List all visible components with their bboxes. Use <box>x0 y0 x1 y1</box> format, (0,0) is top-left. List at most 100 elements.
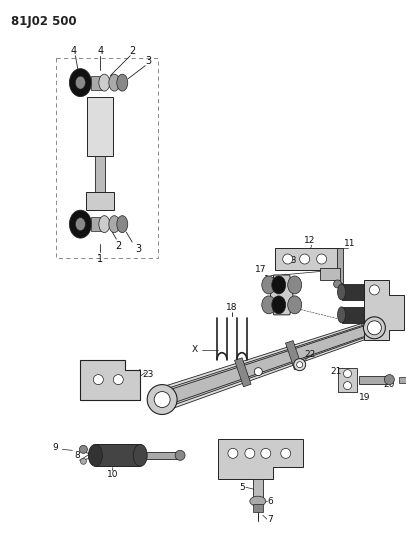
Bar <box>88 96 113 156</box>
Bar <box>55 58 158 258</box>
Circle shape <box>93 375 103 385</box>
Circle shape <box>384 375 394 385</box>
Text: 2: 2 <box>115 241 121 251</box>
Ellipse shape <box>272 276 286 294</box>
Text: 14: 14 <box>382 295 393 304</box>
Text: 23: 23 <box>142 370 154 379</box>
Ellipse shape <box>262 276 276 294</box>
Circle shape <box>344 382 352 390</box>
Circle shape <box>228 448 238 458</box>
Text: 11: 11 <box>344 239 355 248</box>
Bar <box>86 192 114 210</box>
Circle shape <box>79 446 88 454</box>
Ellipse shape <box>75 76 85 89</box>
Circle shape <box>344 370 352 377</box>
Ellipse shape <box>99 74 110 91</box>
Text: X: X <box>192 345 198 354</box>
Ellipse shape <box>109 216 120 232</box>
Bar <box>253 479 263 497</box>
Bar <box>92 76 103 90</box>
Bar <box>359 376 387 384</box>
Text: 4: 4 <box>70 46 77 56</box>
Circle shape <box>368 321 381 335</box>
Ellipse shape <box>117 216 128 232</box>
Circle shape <box>370 323 379 333</box>
Circle shape <box>154 392 170 408</box>
Polygon shape <box>337 368 357 392</box>
Text: 9: 9 <box>53 443 58 452</box>
Circle shape <box>281 448 291 458</box>
Circle shape <box>175 450 185 461</box>
Circle shape <box>300 254 310 264</box>
Polygon shape <box>160 323 376 406</box>
Text: 19: 19 <box>359 393 370 402</box>
Text: 3: 3 <box>145 56 151 66</box>
Ellipse shape <box>147 385 177 415</box>
Text: 20: 20 <box>384 380 395 389</box>
Polygon shape <box>158 320 377 411</box>
Ellipse shape <box>109 74 120 91</box>
Bar <box>95 156 105 192</box>
Text: 10: 10 <box>107 470 118 479</box>
Bar <box>95 445 140 466</box>
Circle shape <box>297 362 303 368</box>
Circle shape <box>113 375 123 385</box>
Text: 3: 3 <box>135 244 141 254</box>
Ellipse shape <box>272 296 286 314</box>
Text: 18: 18 <box>226 303 238 312</box>
Text: 1: 1 <box>97 254 103 264</box>
Circle shape <box>317 254 326 264</box>
Polygon shape <box>341 307 364 323</box>
Bar <box>275 248 339 270</box>
Circle shape <box>370 285 379 295</box>
Text: 8: 8 <box>74 451 80 460</box>
Circle shape <box>254 368 262 376</box>
Circle shape <box>283 254 293 264</box>
Text: 5: 5 <box>239 483 245 492</box>
Text: 6: 6 <box>267 497 273 506</box>
Text: 17: 17 <box>255 265 267 274</box>
Ellipse shape <box>70 210 92 238</box>
Polygon shape <box>285 341 302 369</box>
Polygon shape <box>81 360 140 400</box>
Text: 15: 15 <box>349 287 360 296</box>
Bar <box>319 268 339 280</box>
Ellipse shape <box>337 284 346 300</box>
Ellipse shape <box>88 445 102 466</box>
Ellipse shape <box>133 445 147 466</box>
Circle shape <box>81 458 86 464</box>
Text: 21: 21 <box>330 367 341 376</box>
Ellipse shape <box>117 74 128 91</box>
Text: 7: 7 <box>267 515 273 523</box>
Ellipse shape <box>75 217 85 231</box>
Ellipse shape <box>99 216 110 232</box>
Circle shape <box>245 448 255 458</box>
Text: 16: 16 <box>264 276 276 285</box>
Text: 81J02 500: 81J02 500 <box>11 15 76 28</box>
Bar <box>140 453 178 459</box>
Ellipse shape <box>337 307 346 323</box>
Circle shape <box>261 448 271 458</box>
Circle shape <box>334 280 341 288</box>
Ellipse shape <box>363 317 385 339</box>
Bar <box>253 504 263 512</box>
Polygon shape <box>218 439 303 479</box>
Polygon shape <box>341 284 364 300</box>
Bar <box>337 248 343 283</box>
Text: 22: 22 <box>304 350 315 359</box>
Bar <box>399 377 407 383</box>
Ellipse shape <box>288 296 302 314</box>
Polygon shape <box>234 358 251 387</box>
Bar <box>92 217 103 231</box>
Text: 2: 2 <box>129 46 136 56</box>
Polygon shape <box>270 275 294 315</box>
Polygon shape <box>159 322 376 408</box>
Ellipse shape <box>262 296 276 314</box>
Ellipse shape <box>288 276 302 294</box>
Circle shape <box>294 359 306 370</box>
Text: 12: 12 <box>304 236 315 245</box>
Polygon shape <box>364 280 404 340</box>
Ellipse shape <box>250 496 266 506</box>
Text: 13: 13 <box>286 255 298 264</box>
Ellipse shape <box>70 69 92 96</box>
